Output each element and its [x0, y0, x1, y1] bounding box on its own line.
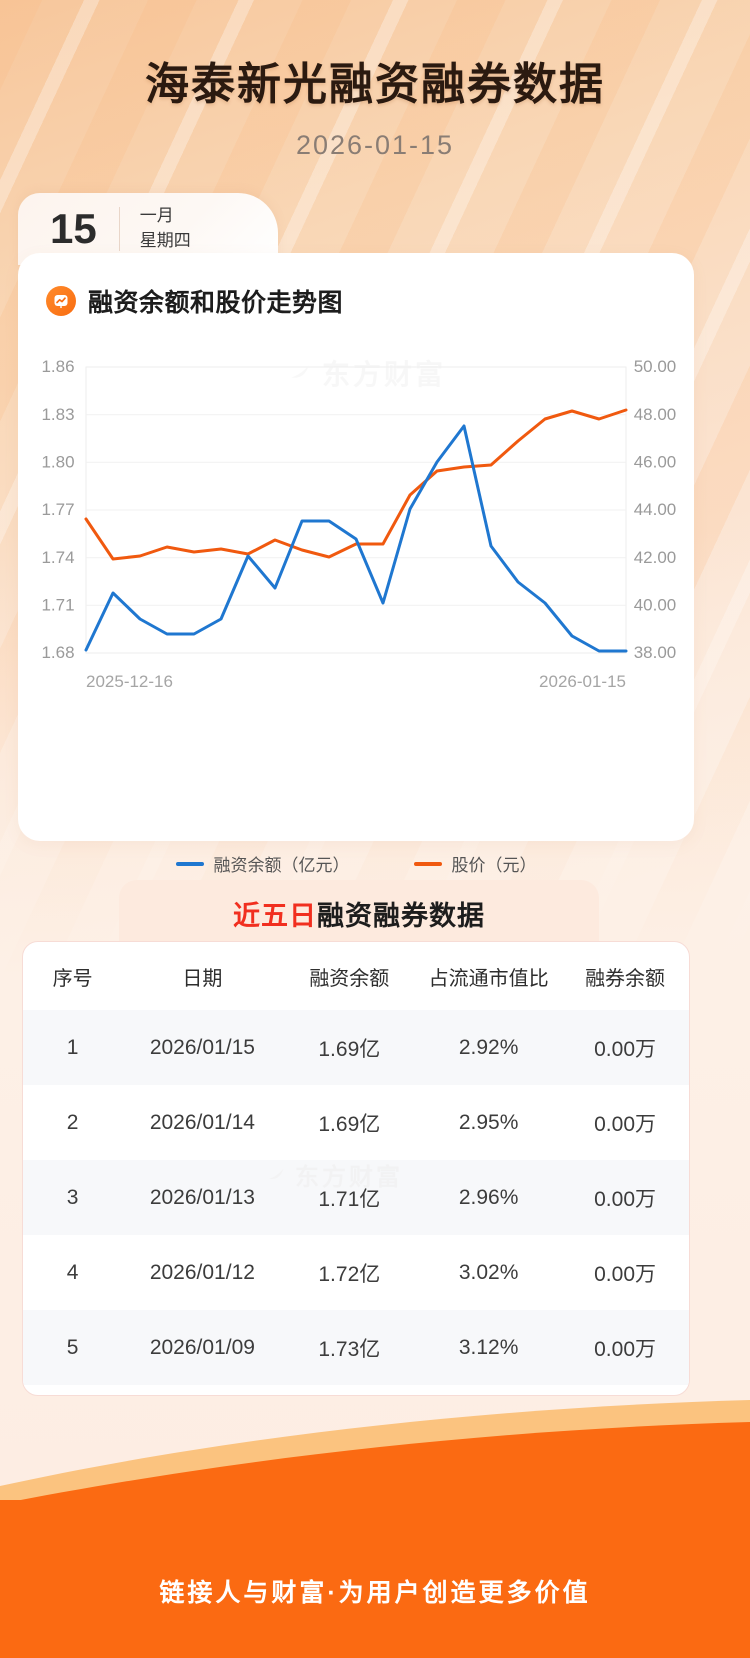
cell-short: 0.00万 — [594, 1262, 656, 1286]
chart-watermark: 东方财富 — [288, 353, 446, 393]
table-row: 1 2026/01/15 1.69亿 2.92% 0.00万 — [23, 1010, 689, 1085]
cell-short: 0.00万 — [594, 1112, 656, 1136]
cell-ratio: 2.96% — [458, 1185, 519, 1209]
footer-curve — [0, 1400, 750, 1520]
cell-index: 1 — [66, 1035, 79, 1059]
page-subtitle-date: 2026-01-15 — [295, 130, 455, 160]
page-footer: 链接人与财富·为用户创造更多价值 — [0, 1400, 750, 1658]
chart-header: 融资余额和股价走势图 — [18, 253, 694, 319]
calendar-month-weekday: 一月 星期四 — [140, 204, 191, 253]
cell-date: 2026/01/14 — [149, 1110, 255, 1134]
eastmoney-logo-icon — [291, 365, 309, 378]
chart-card: 融资余额和股价走势图 东方财富 1.86 1.83 1.80 1.77 1.74… — [18, 253, 694, 875]
table-banner-title: 近五日融资融券数据 — [233, 894, 485, 933]
table-banner-rest: 融资融券数据 — [317, 900, 485, 931]
chart-trend-icon — [46, 286, 76, 316]
cell-date: 2026/01/09 — [149, 1335, 255, 1359]
table-banner: 近五日融资融券数据 — [119, 880, 599, 946]
table-header-ratio: 占流通市值比 — [428, 967, 549, 990]
table-row: 5 2026/01/09 1.73亿 3.12% 0.00万 — [23, 1310, 689, 1385]
cell-balance: 1.71亿 — [318, 1187, 381, 1211]
chart-svg: 1.86 1.83 1.80 1.77 1.74 1.71 1.68 50.00… — [41, 357, 677, 691]
footer-band — [0, 1500, 750, 1658]
calendar-divider — [118, 207, 120, 251]
legend-label-financing-balance: 融资余额（亿元） — [213, 856, 350, 875]
svg-text:38.00: 38.00 — [634, 643, 677, 662]
cell-balance: 1.69亿 — [318, 1112, 381, 1136]
calendar-weekday: 星期四 — [139, 231, 191, 250]
cell-index: 2 — [66, 1110, 79, 1134]
svg-text:48.00: 48.00 — [634, 405, 677, 424]
cell-index: 4 — [66, 1260, 79, 1284]
footer-slogan: 链接人与财富·为用户创造更多价值 — [159, 1579, 591, 1607]
legend-item-stock-price: 股价（元） — [413, 851, 537, 876]
svg-text:1.71: 1.71 — [41, 596, 74, 615]
table-header-index: 序号 — [52, 967, 93, 990]
svg-text:1.80: 1.80 — [41, 453, 74, 472]
margin-trading-table: 东方财富 序号 日期 融资余额 占流通市值比 融券余额 1 2026/01/15… — [22, 941, 690, 1396]
table-row: 2 2026/01/14 1.69亿 2.95% 0.00万 — [23, 1085, 689, 1160]
cell-index: 3 — [66, 1185, 79, 1209]
chart-plot-area: 东方财富 1.86 1.83 1.80 1.77 1.74 1.71 1.68 … — [18, 331, 694, 875]
cell-short: 0.00万 — [594, 1187, 656, 1211]
legend-swatch-stock-price — [413, 861, 442, 866]
svg-text:50.00: 50.00 — [634, 357, 677, 376]
table-row: 3 2026/01/13 1.71亿 2.96% 0.00万 — [23, 1160, 689, 1235]
cell-index: 5 — [66, 1335, 79, 1359]
page-header: 海泰新光融资融券数据 2026-01-15 — [0, 0, 750, 161]
svg-text:1.86: 1.86 — [41, 357, 74, 376]
chart-legend: 融资余额（亿元） 股价（元） — [18, 851, 694, 876]
cell-short: 0.00万 — [594, 1037, 656, 1061]
svg-text:1.68: 1.68 — [41, 643, 74, 662]
svg-text:1.77: 1.77 — [41, 500, 74, 519]
svg-text:46.00: 46.00 — [634, 453, 677, 472]
svg-text:40.00: 40.00 — [634, 596, 677, 615]
svg-text:2026-01-15: 2026-01-15 — [539, 672, 626, 691]
cell-ratio: 3.12% — [458, 1335, 519, 1359]
cell-ratio: 2.95% — [458, 1110, 519, 1134]
legend-label-stock-price: 股价（元） — [451, 856, 537, 875]
chart-watermark-text: 东方财富 — [322, 359, 447, 390]
table-header-balance: 融资余额 — [309, 967, 390, 990]
legend-swatch-financing-balance — [175, 861, 204, 866]
cell-ratio: 2.92% — [458, 1035, 519, 1059]
cell-short: 0.00万 — [594, 1337, 656, 1361]
svg-text:1.74: 1.74 — [41, 548, 74, 567]
cell-date: 2026/01/13 — [149, 1185, 255, 1209]
cell-date: 2026/01/12 — [149, 1260, 255, 1284]
cell-date: 2026/01/15 — [149, 1035, 255, 1059]
cell-balance: 1.72亿 — [318, 1262, 381, 1286]
page-title: 海泰新光融资融券数据 — [145, 60, 605, 109]
cell-balance: 1.69亿 — [318, 1037, 381, 1061]
svg-text:42.00: 42.00 — [634, 548, 677, 567]
calendar-month: 一月 — [139, 206, 174, 226]
table-banner-highlight: 近五日 — [233, 900, 317, 931]
svg-text:44.00: 44.00 — [634, 500, 677, 519]
calendar-day: 15 — [50, 205, 97, 252]
table-header-short: 融券余额 — [585, 967, 666, 990]
table-row: 4 2026/01/12 1.72亿 3.02% 0.00万 — [23, 1235, 689, 1310]
cell-ratio: 3.02% — [458, 1260, 519, 1284]
svg-text:1.83: 1.83 — [41, 405, 74, 424]
chart-title: 融资余额和股价走势图 — [88, 289, 344, 317]
legend-item-financing-balance: 融资余额（亿元） — [175, 851, 350, 876]
table-header-row: 序号 日期 融资余额 占流通市值比 融券余额 — [23, 942, 689, 1010]
svg-text:2025-12-16: 2025-12-16 — [86, 672, 173, 691]
table-header-date: 日期 — [182, 967, 223, 990]
cell-balance: 1.73亿 — [318, 1337, 381, 1361]
